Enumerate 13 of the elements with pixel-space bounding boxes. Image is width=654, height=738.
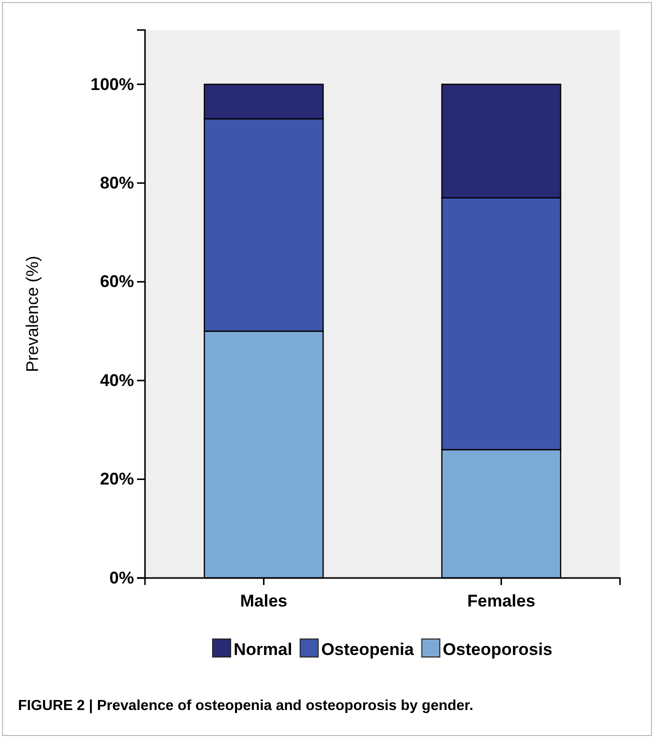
y-tick-label: 80% bbox=[100, 173, 134, 192]
legend-label: Normal bbox=[234, 640, 292, 659]
legend-label: Osteoporosis bbox=[442, 640, 552, 659]
caption: FIGURE 2 | Prevalence of osteopenia and osteoporosis by gender. bbox=[18, 698, 474, 714]
y-axis-title: Prevalence (%) bbox=[23, 256, 42, 372]
y-tick-label: 100% bbox=[90, 74, 134, 94]
y-tick-label: 0% bbox=[109, 568, 134, 588]
y-tick-label: 40% bbox=[100, 370, 134, 390]
y-tick-label: 60% bbox=[100, 272, 134, 292]
y-tick-label: 20% bbox=[100, 470, 134, 489]
x-tick-label: Females bbox=[467, 592, 536, 611]
x-tick-label: Males bbox=[240, 592, 288, 611]
legend-label: Osteopenia bbox=[321, 640, 414, 659]
